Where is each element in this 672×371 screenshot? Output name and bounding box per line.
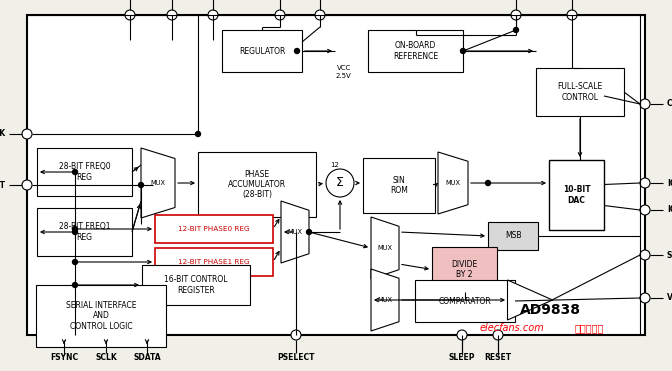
Text: SDATA: SDATA [133, 352, 161, 361]
Text: AD9838: AD9838 [520, 303, 581, 317]
Circle shape [640, 99, 650, 109]
Circle shape [485, 181, 491, 186]
Bar [368, 30, 463, 72]
Circle shape [73, 170, 77, 174]
Text: FULL-SCALE
CONTROL: FULL-SCALE CONTROL [557, 82, 603, 102]
Text: $\Sigma$: $\Sigma$ [335, 177, 345, 190]
Circle shape [196, 131, 200, 137]
Circle shape [275, 10, 285, 20]
Text: VIN: VIN [667, 293, 672, 302]
Text: 12-BIT PHASE1 REG: 12-BIT PHASE1 REG [178, 259, 250, 265]
Text: IOUT: IOUT [667, 178, 672, 187]
Bar [36, 285, 166, 347]
Circle shape [315, 10, 325, 20]
Text: MUX: MUX [378, 297, 392, 303]
Text: IOUTB: IOUTB [667, 206, 672, 214]
Circle shape [101, 330, 111, 340]
Circle shape [138, 183, 144, 187]
Circle shape [22, 180, 32, 190]
Bar [415, 280, 515, 322]
Text: COMP: COMP [667, 99, 672, 108]
Circle shape [460, 49, 466, 53]
Text: 12: 12 [331, 162, 339, 168]
Text: ON-BOARD
REFERENCE: ON-BOARD REFERENCE [393, 41, 438, 61]
Polygon shape [371, 217, 399, 279]
Bar [37, 148, 132, 196]
Text: REGULATOR: REGULATOR [239, 46, 285, 56]
Circle shape [208, 10, 218, 20]
Polygon shape [438, 152, 468, 214]
Text: FSELECT: FSELECT [0, 181, 5, 190]
Text: VCC
2.5V: VCC 2.5V [336, 66, 351, 79]
Text: 28-BIT FREQ0
REG: 28-BIT FREQ0 REG [58, 162, 110, 182]
Circle shape [567, 10, 577, 20]
Bar [155, 248, 273, 276]
Circle shape [22, 129, 32, 139]
Text: SERIAL INTERFACE
AND
CONTROL LOGIC: SERIAL INTERFACE AND CONTROL LOGIC [66, 301, 136, 331]
Circle shape [640, 205, 650, 215]
Circle shape [493, 330, 503, 340]
Text: 16-BIT CONTROL
REGISTER: 16-BIT CONTROL REGISTER [164, 275, 228, 295]
Text: elecfans.com: elecfans.com [480, 323, 545, 333]
Text: RESET: RESET [485, 352, 511, 361]
Circle shape [457, 330, 467, 340]
Text: MUX: MUX [378, 245, 392, 251]
Text: MSB: MSB [505, 232, 521, 240]
Bar [222, 30, 302, 72]
Text: 电子发烧友: 电子发烧友 [575, 323, 604, 333]
Text: SLEEP: SLEEP [449, 352, 475, 361]
Text: MUX: MUX [288, 229, 302, 235]
Circle shape [640, 250, 650, 260]
Circle shape [326, 169, 354, 197]
Text: 28-BIT FREQ1
REG: 28-BIT FREQ1 REG [58, 222, 110, 242]
Text: MCLK: MCLK [0, 129, 5, 138]
Circle shape [73, 227, 77, 232]
Polygon shape [141, 148, 175, 218]
Text: MUX: MUX [151, 180, 165, 186]
Polygon shape [281, 201, 309, 263]
Bar [432, 247, 497, 292]
Bar [142, 265, 250, 305]
Circle shape [73, 230, 77, 234]
Bar [198, 152, 316, 217]
Text: SIGN BIT OUT: SIGN BIT OUT [667, 250, 672, 259]
Polygon shape [507, 280, 552, 320]
Text: FSYNC: FSYNC [50, 352, 78, 361]
Circle shape [511, 10, 521, 20]
Text: COMPARATOR: COMPARATOR [439, 296, 491, 305]
Circle shape [640, 178, 650, 188]
Circle shape [513, 27, 519, 33]
Bar [488, 222, 538, 250]
Text: SCLK: SCLK [95, 352, 117, 361]
Circle shape [142, 330, 152, 340]
Bar [155, 215, 273, 243]
Text: 12-BIT PHASE0 REG: 12-BIT PHASE0 REG [178, 226, 250, 232]
Bar [363, 158, 435, 213]
Circle shape [167, 10, 177, 20]
Circle shape [73, 259, 77, 265]
Text: 10-BIT
DAC: 10-BIT DAC [562, 185, 590, 205]
Bar [549, 160, 604, 230]
Circle shape [291, 330, 301, 340]
Text: SIN
ROM: SIN ROM [390, 176, 408, 195]
Circle shape [59, 330, 69, 340]
Circle shape [640, 293, 650, 303]
Circle shape [294, 49, 300, 53]
Text: PHASE
ACCUMULATOR
(28-BIT): PHASE ACCUMULATOR (28-BIT) [228, 170, 286, 199]
Circle shape [73, 282, 77, 288]
Text: MUX: MUX [446, 180, 460, 186]
Polygon shape [371, 269, 399, 331]
Bar [37, 208, 132, 256]
Circle shape [306, 230, 312, 234]
Circle shape [125, 10, 135, 20]
Text: DIVIDE
BY 2: DIVIDE BY 2 [452, 260, 478, 279]
Bar [27, 15, 645, 335]
Bar [536, 68, 624, 116]
Text: PSELECT: PSELECT [278, 352, 314, 361]
